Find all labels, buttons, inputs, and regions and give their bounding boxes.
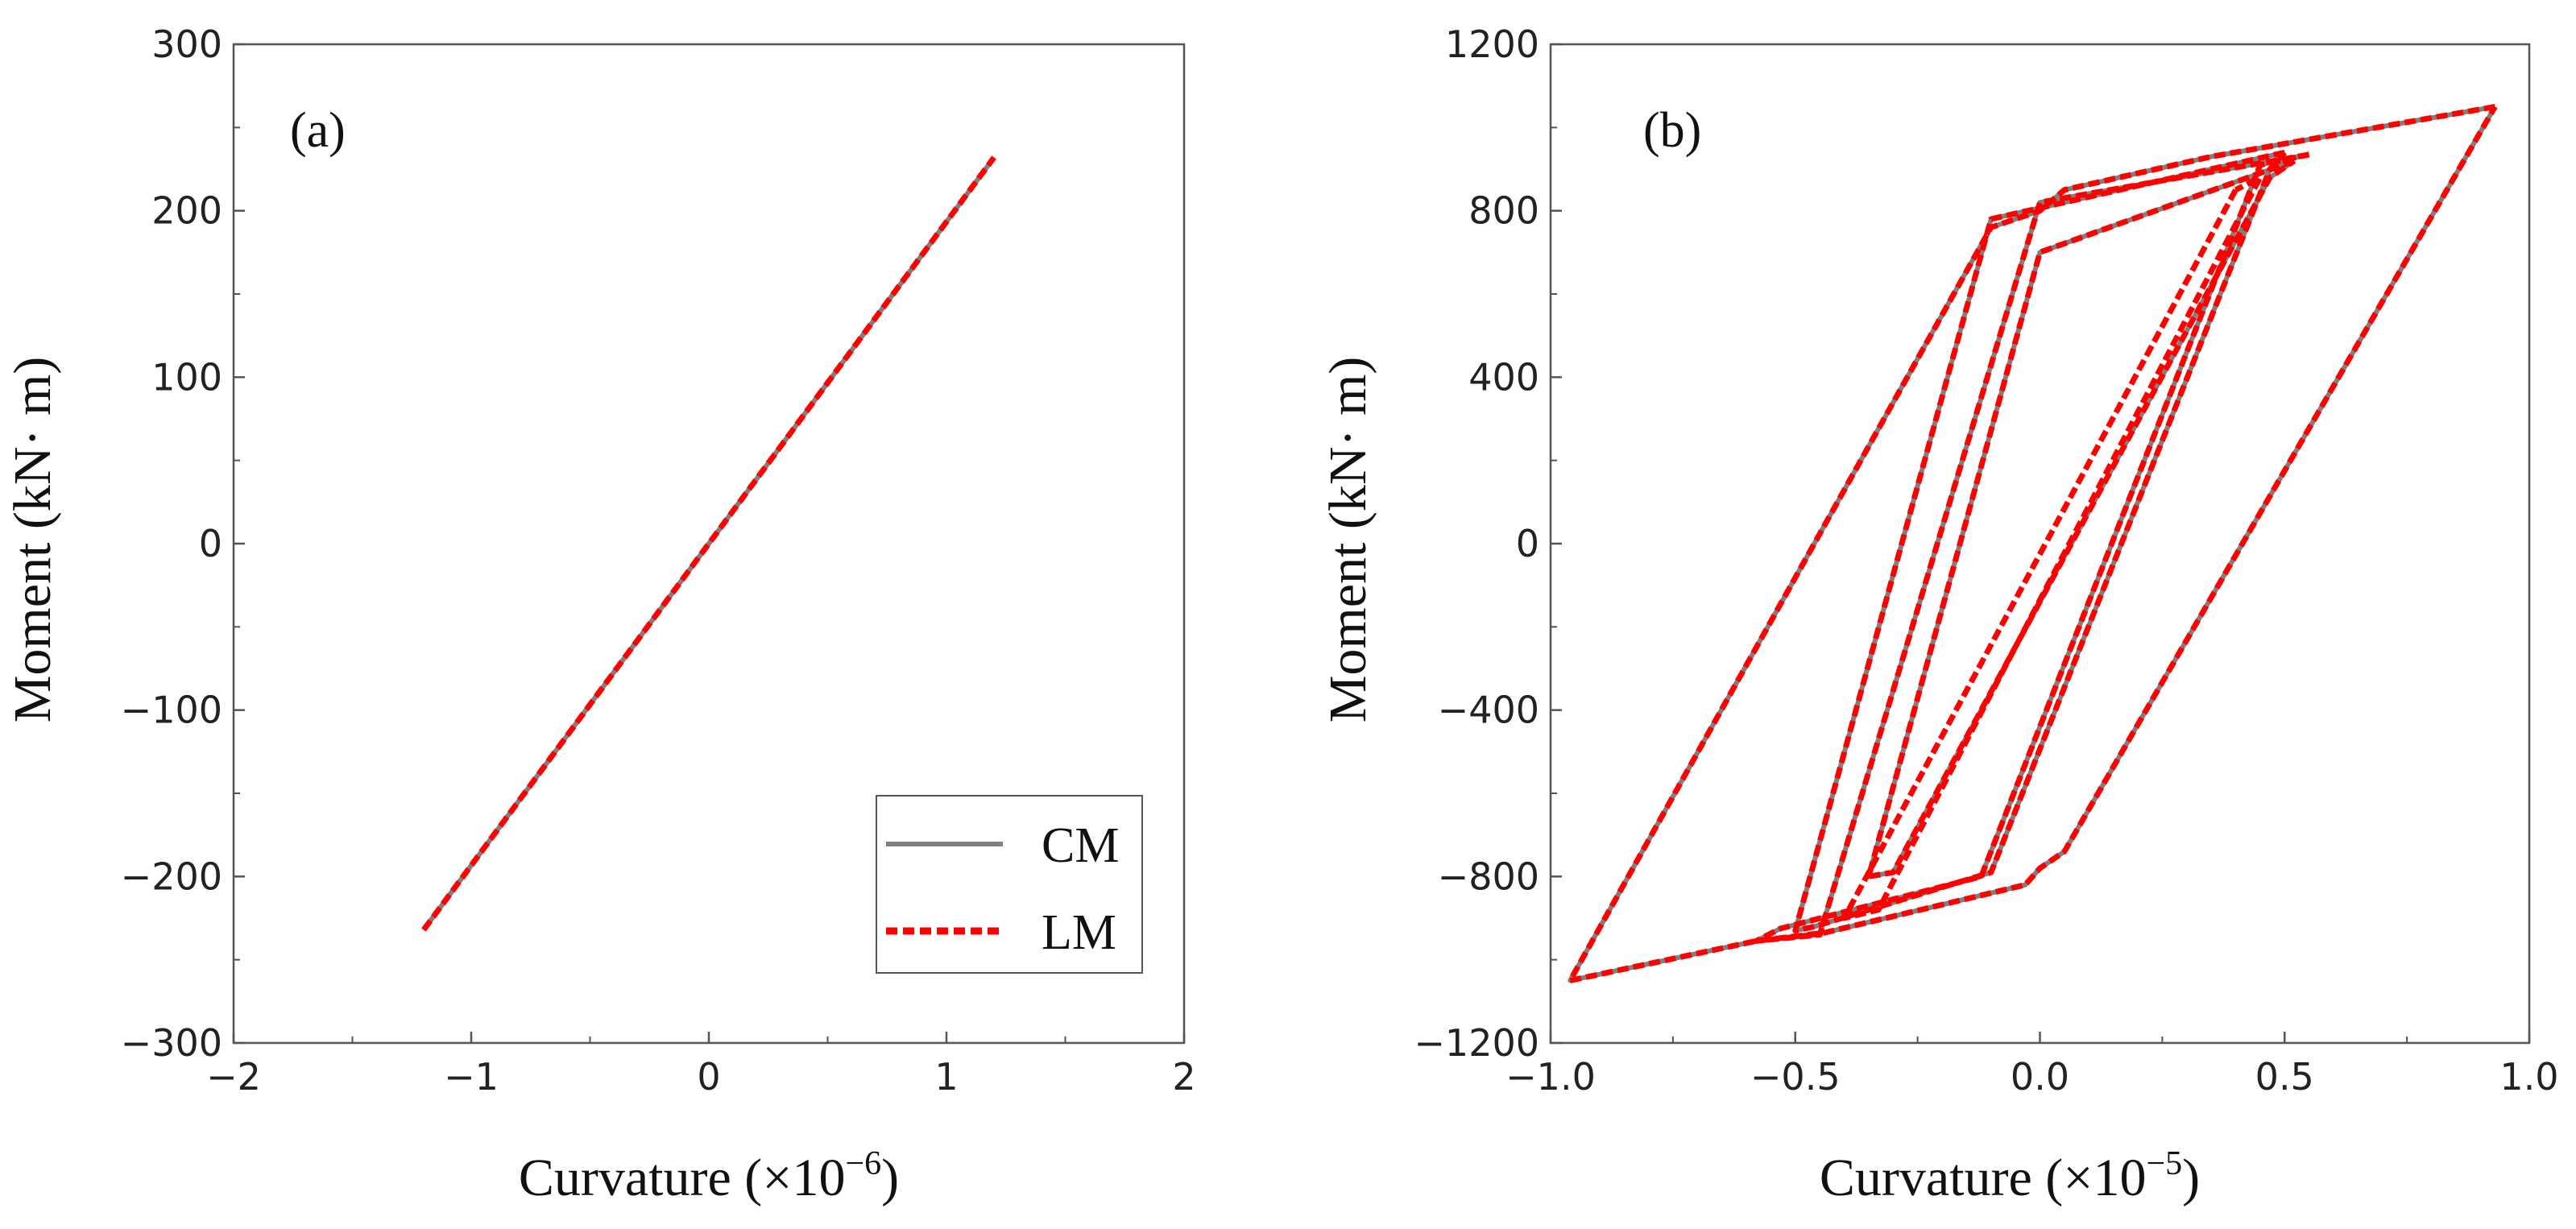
panel-b: (b) −1.0 −0.5 0.0 0.5 1.0 −1200 −800 −400 0 400 80… bbox=[1319, 23, 2559, 1207]
panel-b-series-cm-loop-4 bbox=[1866, 158, 2296, 879]
legend-box bbox=[876, 795, 1143, 974]
panel-b-y-axis-label: Moment (kN· m) bbox=[1319, 357, 1377, 723]
panel-b-y-tick-label: 0 bbox=[1516, 522, 1539, 565]
panel-b-series-cm-loop-1 bbox=[1568, 104, 2498, 983]
panel-b-plot-area bbox=[1549, 43, 2531, 1045]
panel-b-x-axis-label: Curvature (×10−5) bbox=[1820, 1145, 2200, 1207]
panel-a-y-tick-label: −100 bbox=[121, 689, 222, 732]
panel-a-x-tick-label: 0 bbox=[697, 1055, 720, 1099]
legend-lm-label: LM bbox=[1042, 905, 1116, 960]
panel-b-x-tick-label: 0.0 bbox=[2011, 1055, 2069, 1099]
legend-cm-label: CM bbox=[1042, 818, 1119, 873]
panel-b-series-lm-loop-5 bbox=[1841, 174, 2263, 921]
panel-b-y-tick-label: 400 bbox=[1468, 355, 1539, 399]
panel-b-frame bbox=[1549, 43, 2531, 1045]
panel-b-series-lm-loop-1 bbox=[1567, 104, 2498, 983]
panel-a-x-axis-label: Curvature (×10−6) bbox=[519, 1145, 899, 1207]
panel-b-x-tick-label: −0.5 bbox=[1750, 1055, 1841, 1099]
panel-b-x-tick-label: 0.5 bbox=[2255, 1055, 2314, 1099]
panel-a-y-tick-label: −300 bbox=[121, 1021, 222, 1065]
panel-b-x-tick-label: −1.0 bbox=[1505, 1055, 1596, 1099]
panel-b-x-tick-label: 1.0 bbox=[2499, 1055, 2558, 1099]
panel-a-y-tick-label: 300 bbox=[151, 23, 222, 66]
panel-a-y-axis-label: Moment (kN· m) bbox=[3, 357, 62, 723]
panel-b-y-tick-label: −1200 bbox=[1414, 1021, 1539, 1065]
panel-a-y-tick-label: 0 bbox=[199, 522, 222, 565]
legend: CM LM bbox=[876, 795, 1143, 974]
panel-b-ticks: −1.0 −0.5 0.0 0.5 1.0 −1200 −800 −400 0 400 800 120… bbox=[1414, 23, 2558, 1099]
panel-a-x-tick-label: 1 bbox=[934, 1055, 958, 1099]
panel-b-y-tick-label: −400 bbox=[1438, 689, 1539, 732]
panel-a-series-lm-line bbox=[421, 155, 996, 932]
panel-a-y-tick-label: 100 bbox=[151, 355, 222, 399]
panel-a-label: (a) bbox=[290, 103, 346, 158]
panel-a-y-tick-label: −200 bbox=[121, 855, 222, 898]
panel-a-x-tick-label: −2 bbox=[206, 1055, 261, 1099]
panel-a: (a) −2 −1 0 1 2 −300 −200 −100 0 100 200 300 Curvat… bbox=[3, 23, 1196, 1207]
panel-b-label: (b) bbox=[1643, 103, 1701, 158]
panel-a-x-tick-label: −1 bbox=[444, 1055, 499, 1099]
panel-a-ticks: −2 −1 0 1 2 −300 −200 −100 0 100 200 300 bbox=[121, 23, 1196, 1099]
panel-a-x-tick-label: 2 bbox=[1172, 1055, 1195, 1099]
panel-b-y-tick-label: 1200 bbox=[1445, 23, 1539, 66]
panel-a-y-tick-label: 200 bbox=[151, 189, 222, 233]
panel-b-y-tick-label: −800 bbox=[1438, 855, 1539, 898]
panel-b-y-tick-label: 800 bbox=[1468, 189, 1539, 233]
